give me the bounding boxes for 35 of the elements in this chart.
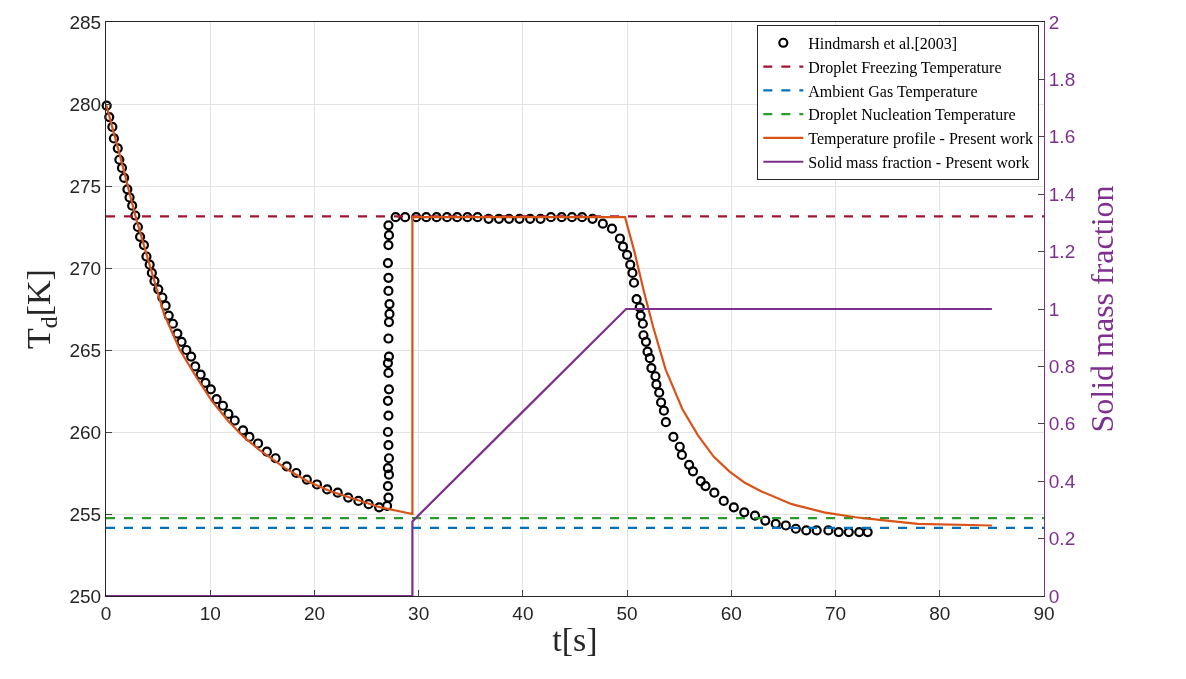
legend-label: Droplet Freezing Temperature <box>808 58 1002 77</box>
y-tick-label: 280 <box>69 93 102 115</box>
y2-tick-label: 0.6 <box>1048 413 1076 435</box>
y2-tick-label: 2 <box>1048 11 1060 33</box>
legend-label: Ambient Gas Temperature <box>808 82 978 101</box>
x-axis-title: t[s] <box>552 621 598 659</box>
legend-label: Hindmarsh et al.[2003] <box>808 35 958 53</box>
x-tick-label: 60 <box>720 602 742 624</box>
legend-label: Droplet Nucleation Temperature <box>808 106 1016 125</box>
y2-tick-label: 1.6 <box>1048 126 1076 148</box>
y-tick-label: 275 <box>69 175 102 197</box>
y-tick-label: 285 <box>69 11 102 33</box>
y2-tick-label: 1.2 <box>1048 241 1076 263</box>
y2-tick-label: 1.4 <box>1048 183 1076 205</box>
x-tick-label: 20 <box>303 602 326 624</box>
legend-label: Solid mass fraction - Present work <box>808 154 1030 172</box>
x-tick-label: 70 <box>824 602 847 624</box>
x-tick-label: 10 <box>199 602 221 624</box>
y2-tick-label: 0.4 <box>1048 470 1076 492</box>
y-tick-label: 265 <box>69 339 102 361</box>
x-tick-label: 0 <box>100 602 112 624</box>
y2-tick-label: 1 <box>1048 298 1060 320</box>
y2-tick-label: 0.2 <box>1048 528 1076 550</box>
y2-tick-label: 1.8 <box>1048 69 1076 91</box>
y2-axis-title: Solid mass fraction <box>1083 185 1120 433</box>
y-tick-label: 255 <box>69 503 102 525</box>
y-tick-label: 250 <box>69 585 102 607</box>
y2-tick-label: 0.8 <box>1048 356 1076 378</box>
x-tick-label: 30 <box>408 602 430 624</box>
x-tick-label: 80 <box>929 602 951 624</box>
y-tick-label: 260 <box>69 421 102 443</box>
y-tick-label: 270 <box>69 257 102 279</box>
legend-label: Temperature profile - Present work <box>808 130 1033 149</box>
x-tick-label: 50 <box>616 602 638 624</box>
x-tick-label: 40 <box>512 602 534 624</box>
